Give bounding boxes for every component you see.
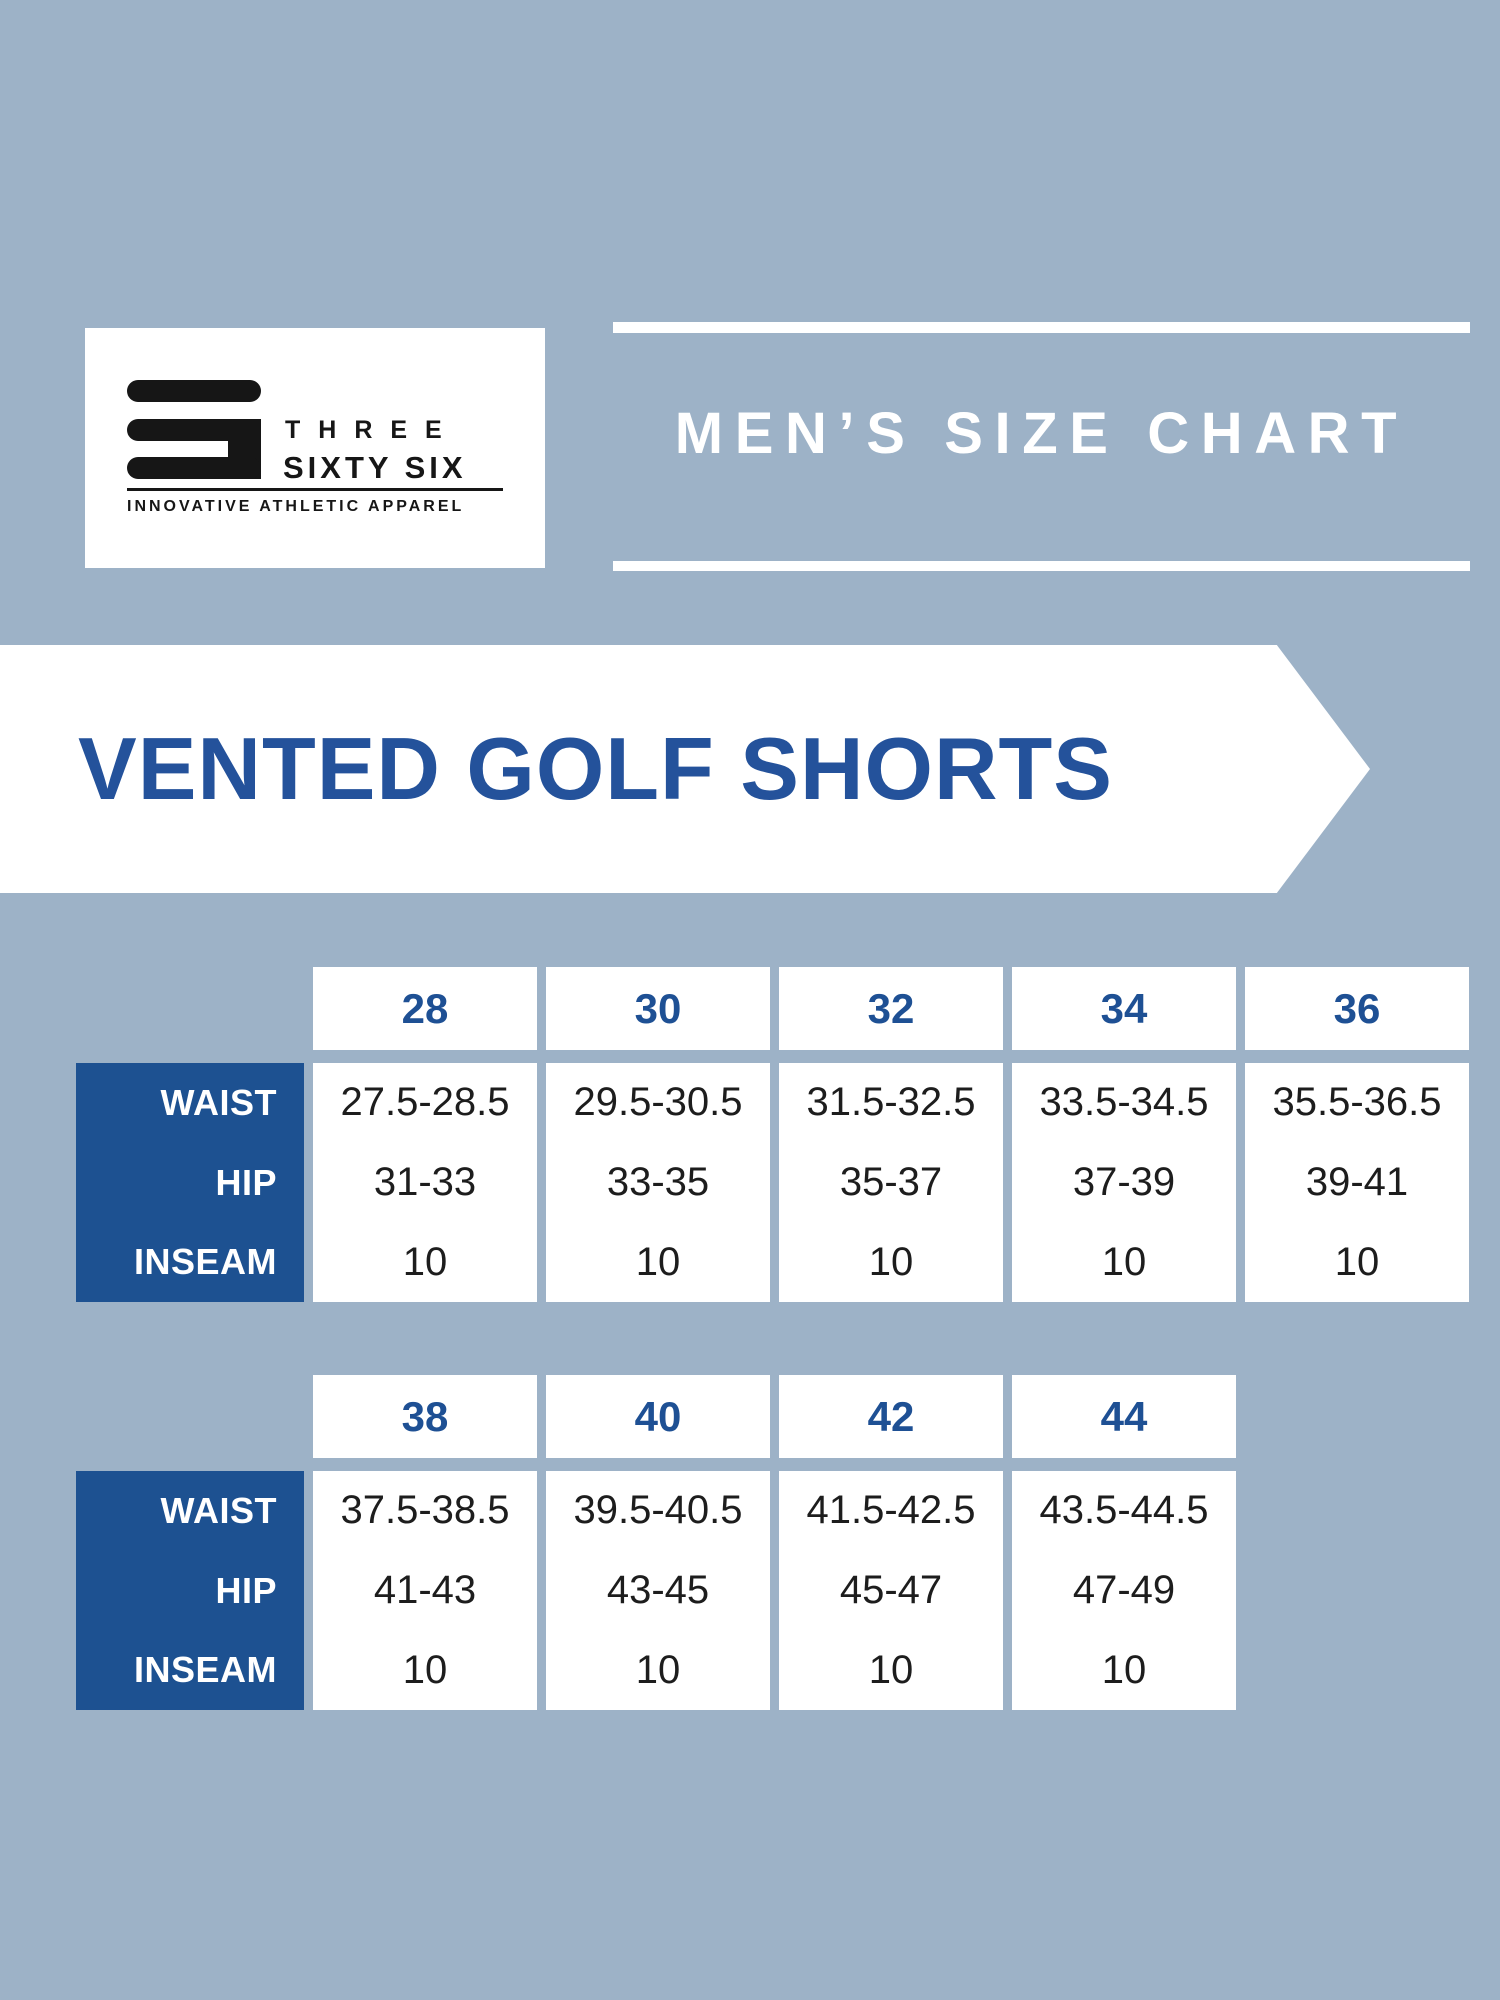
measurement-value: 10 <box>635 1239 681 1284</box>
measurement-column: 39.5-40.5 43-45 10 <box>546 1471 770 1710</box>
measurement-column: 27.5-28.5 31-33 10 <box>313 1063 537 1302</box>
brand-tagline: INNOVATIVE ATHLETIC APPAREL <box>127 498 465 515</box>
measurement-value: 43-45 <box>606 1568 710 1612</box>
measurement-value: 10 <box>1101 1239 1147 1284</box>
size-column-header: 38 <box>313 1375 537 1458</box>
size-column-header: 36 <box>1245 967 1469 1050</box>
logo-divider <box>127 488 503 491</box>
measurement-value: 45-47 <box>839 1568 943 1612</box>
size-column-header: 30 <box>546 967 770 1050</box>
size-column-header: 32 <box>779 967 1003 1050</box>
page-title: MEN’S SIZE CHART <box>674 401 1409 466</box>
row-label: WAIST <box>160 1081 277 1123</box>
measurement-value: 10 <box>635 1647 681 1692</box>
row-label: HIP <box>215 1569 277 1611</box>
table-corner-spacer <box>76 967 304 1050</box>
measurement-value: 33-35 <box>606 1160 710 1204</box>
measurement-column: 37.5-38.5 41-43 10 <box>313 1471 537 1710</box>
measurement-column: 43.5-44.5 47-49 10 <box>1012 1471 1236 1710</box>
measurement-value: 27.5-28.5 <box>340 1080 510 1125</box>
measurement-column: 31.5-32.5 35-37 10 <box>779 1063 1003 1302</box>
size-column-header: 44 <box>1012 1375 1236 1458</box>
title-rule-top <box>613 322 1470 333</box>
measurement-value: 10 <box>868 1239 914 1284</box>
product-banner: VENTED GOLF SHORTS <box>0 645 1370 893</box>
title-rule-bottom <box>613 561 1470 571</box>
measurement-value: 37-39 <box>1072 1160 1176 1204</box>
size-column-header: 42 <box>779 1375 1003 1458</box>
measurement-value: 39-41 <box>1305 1160 1409 1204</box>
row-label: WAIST <box>160 1489 277 1531</box>
measurement-value: 29.5-30.5 <box>573 1080 743 1125</box>
measurement-value: 33.5-34.5 <box>1039 1080 1209 1125</box>
measurement-value: 10 <box>1334 1239 1380 1284</box>
measurement-value: 37.5-38.5 <box>340 1488 510 1533</box>
measurement-value: 35-37 <box>839 1160 943 1204</box>
measurement-value: 41.5-42.5 <box>806 1488 976 1533</box>
measurement-value: 10 <box>402 1239 448 1284</box>
measurement-column: 41.5-42.5 45-47 10 <box>779 1471 1003 1710</box>
row-label-cell: WAIST HIP INSEAM <box>76 1471 304 1710</box>
measurement-value: 10 <box>1101 1647 1147 1692</box>
measurement-value: 31.5-32.5 <box>806 1080 976 1125</box>
table-corner-spacer <box>76 1375 304 1458</box>
measurement-value: 31-33 <box>373 1160 477 1204</box>
row-label: HIP <box>215 1161 277 1203</box>
row-label: INSEAM <box>133 1241 277 1283</box>
size-column-header: 28 <box>313 967 537 1050</box>
measurement-value: 41-43 <box>373 1568 477 1612</box>
brand-name-line1: THREE <box>285 416 460 444</box>
measurement-value: 43.5-44.5 <box>1039 1488 1209 1533</box>
size-table-38-44: 38 40 42 44 WAIST HIP INSEAM 37.5-38.5 41-43 10 39… <box>76 1375 1236 1710</box>
measurement-value: 39.5-40.5 <box>573 1488 743 1533</box>
measurement-value: 35.5-36.5 <box>1272 1080 1442 1125</box>
size-column-header: 40 <box>546 1375 770 1458</box>
three-sixty-six-monogram-icon <box>127 380 261 479</box>
measurement-column: 35.5-36.5 39-41 10 <box>1245 1063 1469 1302</box>
size-table-28-36: 28 30 32 34 36 WAIST HIP INSEAM 27.5-28.5 31-33 10… <box>76 967 1469 1302</box>
measurement-value: 47-49 <box>1072 1568 1176 1612</box>
row-label: INSEAM <box>133 1649 277 1691</box>
measurement-value: 10 <box>868 1647 914 1692</box>
product-banner-title: VENTED GOLF SHORTS <box>78 719 1113 818</box>
row-label-cell: WAIST HIP INSEAM <box>76 1063 304 1302</box>
measurement-column: 33.5-34.5 37-39 10 <box>1012 1063 1236 1302</box>
size-column-header: 34 <box>1012 967 1236 1050</box>
measurement-value: 10 <box>402 1647 448 1692</box>
brand-logo-panel: THREE SIXTY SIX INNOVATIVE ATHLETIC APPA… <box>85 328 545 568</box>
measurement-column: 29.5-30.5 33-35 10 <box>546 1063 770 1302</box>
brand-name-line2: SIXTY SIX <box>283 450 467 485</box>
